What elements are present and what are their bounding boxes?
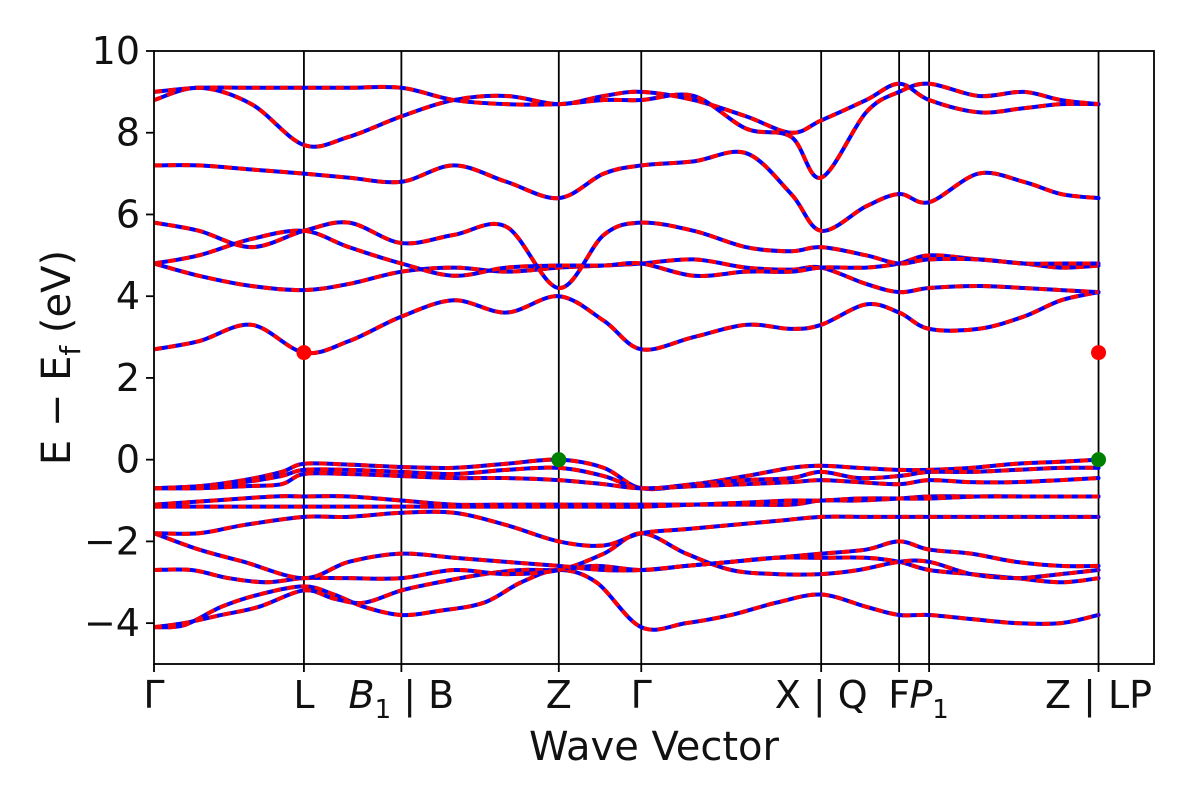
- x-tick-label: B1 | B: [349, 673, 455, 725]
- y-tick-label: −2: [84, 519, 140, 563]
- vbm-marker-1: [551, 452, 567, 468]
- cbm-marker-1: [296, 345, 312, 361]
- x-tick-label-main: Z: [546, 673, 572, 717]
- cbm-marker-2: [1091, 345, 1107, 361]
- y-axis-label-main: E − E: [34, 356, 80, 466]
- x-tick-label-main: Γ: [143, 673, 164, 717]
- band-line-primary: [154, 228, 1099, 279]
- x-tick-label-main: Z | LP: [1045, 673, 1152, 718]
- y-axis-label-unit: (eV): [34, 250, 80, 346]
- x-tick-label: F: [888, 673, 910, 717]
- band-lines-group: [154, 81, 1101, 632]
- band-line-primary: [154, 531, 1099, 585]
- x-tick-label-main: F: [888, 673, 910, 717]
- y-tick-label: 6: [116, 192, 140, 236]
- vbm-marker-2: [1091, 452, 1107, 468]
- band-line-primary: [154, 220, 1099, 291]
- plot-area: [154, 51, 1154, 664]
- y-tick-label: 0: [116, 438, 140, 482]
- y-axis-label-subscript: f: [54, 345, 87, 356]
- band-line-primary: [154, 290, 1099, 356]
- x-tick-label: Γ: [143, 673, 164, 717]
- x-tick-label-suffix: | B: [391, 673, 454, 718]
- x-tick-label-main: P: [909, 673, 932, 717]
- band-line-primary: [154, 257, 1099, 295]
- band-line-primary: [154, 494, 1099, 509]
- band-line-primary: [154, 81, 1099, 149]
- y-tick-label: 2: [116, 356, 140, 400]
- x-tick-label: X | Q: [775, 673, 868, 718]
- x-tick-label-subscript: 1: [932, 695, 949, 725]
- band-line-primary: [154, 81, 1099, 180]
- x-tick-label: P1: [909, 673, 948, 725]
- x-tick-label-subscript: 1: [375, 695, 392, 725]
- plot-frame: [153, 50, 1155, 665]
- band-line-primary: [154, 568, 1099, 632]
- x-tick-label-main: X | Q: [775, 673, 868, 718]
- y-tick-label: −4: [84, 601, 140, 645]
- x-tick-label-main: L: [293, 673, 314, 717]
- x-tick-label-main: Γ: [631, 673, 652, 717]
- y-tick-label: 10: [92, 29, 140, 73]
- band-line-primary: [154, 555, 1099, 630]
- x-tick-label: Z: [546, 673, 572, 717]
- x-tick-label: L: [293, 673, 314, 717]
- x-tick-label: Γ: [631, 673, 652, 717]
- x-tick-label-main: B: [349, 673, 375, 717]
- x-axis-label: Wave Vector: [529, 724, 780, 770]
- band-line-primary: [154, 509, 1099, 548]
- band-line-primary: [154, 471, 1099, 491]
- band-line-primary: [154, 531, 1099, 581]
- band-line-primary: [154, 149, 1099, 233]
- y-tick-label: 4: [116, 274, 140, 318]
- x-tick-label: Z | LP: [1045, 673, 1152, 718]
- y-tick-label: 8: [116, 111, 140, 155]
- y-axis-label: E − Ef (eV): [34, 250, 87, 465]
